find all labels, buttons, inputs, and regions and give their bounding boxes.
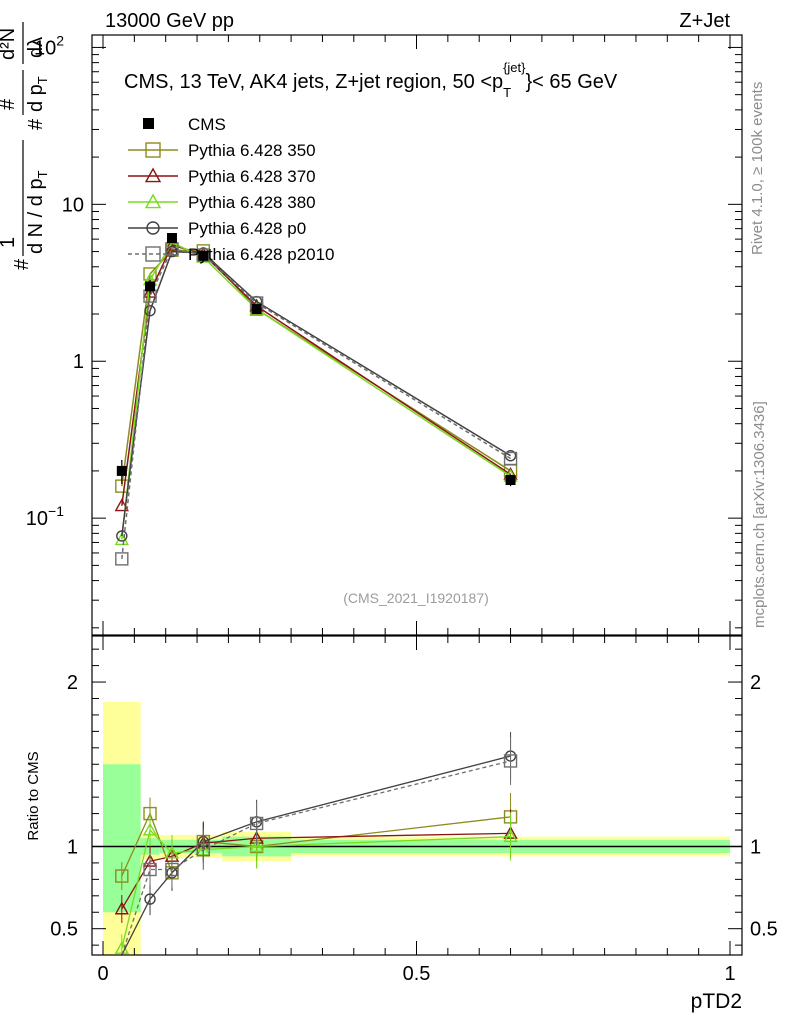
series-1-main-point-1: [142, 284, 158, 298]
series-4-ratio-point-1: [143, 862, 157, 877]
series-line-ratio-1: [121, 832, 511, 910]
series-line-main-1: [121, 244, 511, 506]
y-tick-label-ratio-0: 0.5: [50, 919, 78, 941]
series-3-ratio-point-1: [144, 893, 156, 905]
legend-label-2: Pythia 6.428 380: [188, 193, 316, 212]
series-line-main-3: [121, 250, 511, 537]
legend-label-1: Pythia 6.428 370: [188, 167, 316, 186]
legend-marker-4: [145, 246, 161, 262]
cms-point-3: [198, 250, 209, 261]
y-tick-label-main-3: 102: [34, 32, 64, 59]
series-line-ratio-4: [121, 760, 511, 956]
ylabel-one: 1: [0, 237, 19, 248]
ylabel-dpt: d pT: [25, 76, 50, 112]
ylabel-hash-3: #: [0, 98, 19, 110]
y-tick-label-ratio-1: 1: [67, 836, 78, 858]
series-3-main-point-0: [116, 530, 128, 542]
y-tick-label-ratio-right-1: 1: [750, 836, 761, 858]
analysis-reference: (CMS_2021_I1920187): [343, 590, 489, 606]
y-tick-label-ratio-right-0: 0.5: [750, 919, 778, 941]
header-right: Z+Jet: [679, 10, 730, 32]
series-3-main-point-1: [144, 304, 156, 317]
series-2-main-point-0: [114, 532, 129, 546]
series-1-ratio-point-0: [114, 901, 129, 915]
cms-point-0: [116, 465, 127, 476]
ratio-y-label: Ratio to CMS: [25, 751, 42, 840]
series-3-main-point-5: [504, 450, 517, 462]
title-sub: T: [503, 85, 511, 100]
legend-marker-3: [146, 221, 160, 235]
ylabel-d2n: d²N: [0, 28, 19, 60]
series-line-ratio-3: [121, 755, 511, 956]
legend-label-4: Pythia 6.428 p2010: [188, 245, 335, 264]
series-4-ratio-point-2: [165, 862, 179, 877]
legend-label-0: Pythia 6.428 350: [188, 141, 316, 160]
series-2-ratio-point-5: [503, 829, 518, 843]
header-left: 13000 GeV pp: [105, 10, 234, 32]
title-tail: }< 65 GeV: [526, 71, 618, 93]
series-4-ratio-point-3: [196, 843, 211, 857]
ylabel-denominator: d N / d pT: [25, 170, 50, 254]
series-line-main-4: [121, 248, 511, 559]
x-tick-label-0: 0: [97, 963, 108, 985]
series-layer: [114, 233, 518, 956]
series-line-ratio-2: [121, 828, 511, 949]
cms-point-2: [166, 233, 177, 244]
x-axis-label: pTD2: [691, 990, 742, 1013]
cms-point-4: [251, 304, 262, 315]
legend-marker-cms: [143, 118, 154, 129]
chart-title: CMS, 13 TeV, AK4 jets, Z+jet region, 50 …: [124, 60, 618, 100]
series-4-main-point-3: [196, 248, 211, 262]
ylabel-hash-lead: #: [11, 258, 33, 270]
legend-marker-2: [144, 193, 162, 209]
series-4-ratio-point-4: [249, 816, 264, 831]
legend: CMS Pythia 6.428 350 Pythia 6.428 370 Pythi…: [128, 115, 335, 264]
series-2-ratio-point-1: [142, 822, 158, 836]
series-4-main-point-0: [115, 552, 129, 566]
series-4-main-point-5: [503, 451, 518, 466]
side-label-rivet: Rivet 4.1.0, ≥ 100k events: [749, 82, 766, 255]
series-line-main-2: [121, 241, 511, 540]
series-2-ratio-point-4: [249, 839, 264, 852]
ylabel-hash-2: #: [25, 118, 47, 130]
x-tick-label-1: 0.5: [403, 963, 431, 985]
y-tick-label-ratio-2: 2: [67, 672, 78, 694]
y-tick-label-main-0: 10−1: [26, 503, 64, 530]
cms-point-5: [505, 475, 516, 486]
y-axis-label: # 1 d N / d pT # # d pT d²N dλ: [0, 22, 50, 270]
y-tick-label-ratio-right-2: 2: [750, 672, 761, 694]
cms-point-1: [145, 281, 156, 292]
y-tick-label-main-2: 10: [62, 194, 84, 216]
axis-layer: 0 0.5 1 10−1 1 10 102 0.5 0.5 1 1 2 2: [26, 32, 778, 985]
legend-marker-0: [145, 142, 161, 158]
legend-marker-1: [144, 167, 162, 183]
x-tick-label-2: 1: [724, 963, 735, 985]
title-sup: {jet}: [503, 60, 526, 75]
legend-label-3: Pythia 6.428 p0: [188, 219, 306, 238]
side-label-mcplots: mcplots.cern.ch [arXiv:1306.3436]: [751, 401, 768, 628]
legend-label-cms: CMS: [188, 115, 226, 134]
series-4-ratio-point-5: [503, 754, 518, 768]
series-3-main-point-2: [166, 245, 178, 258]
title-main: CMS, 13 TeV, AK4 jets, Z+jet region, 50 …: [124, 71, 503, 93]
series-line-main-0: [121, 249, 511, 487]
y-tick-label-main-1: 1: [73, 351, 84, 373]
ylabel-dlambda: dλ: [25, 37, 47, 58]
series-0-ratio-point-0: [115, 869, 129, 883]
ratio-frame: [91, 635, 743, 956]
